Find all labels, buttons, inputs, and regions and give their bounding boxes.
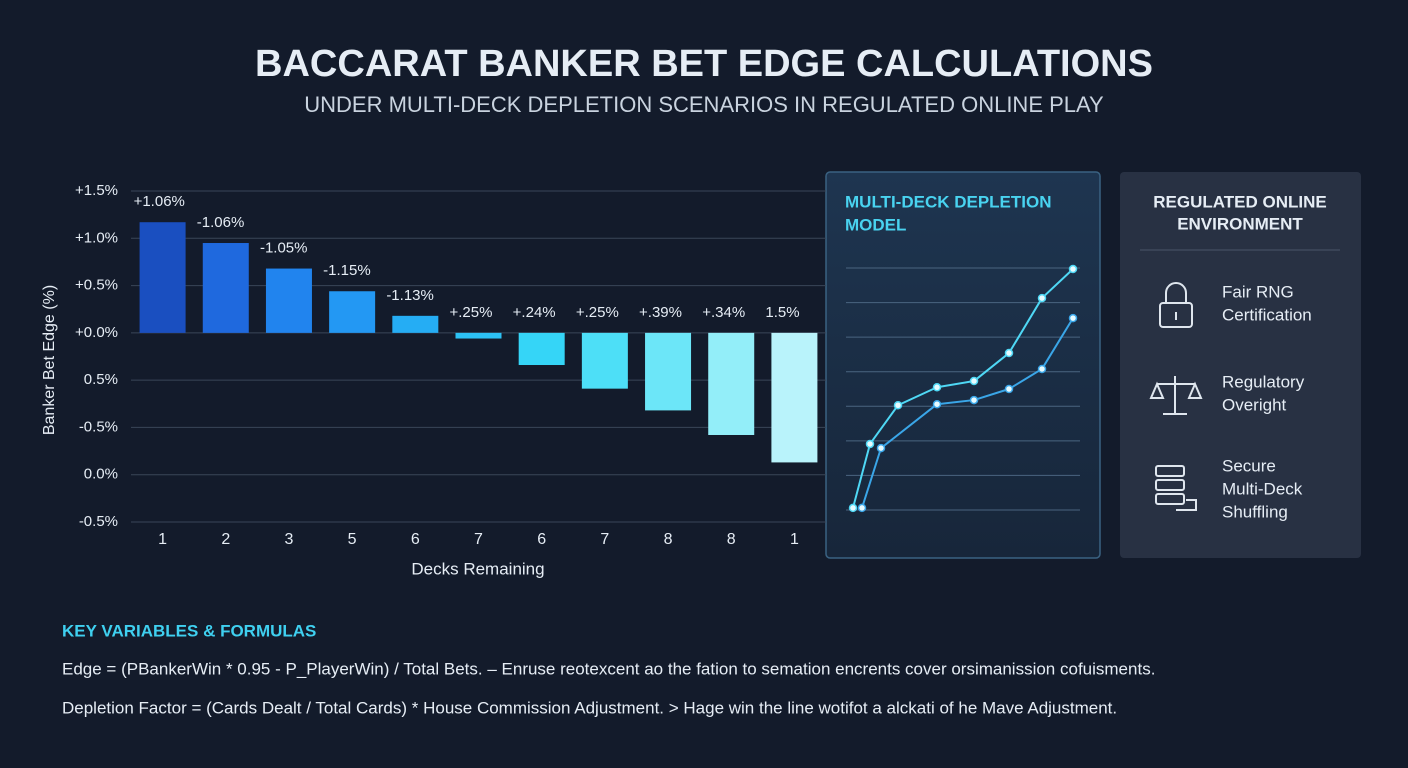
x-axis-label: Decks Remaining [411,559,544,578]
environment-panel [1120,172,1361,558]
server-icon [1155,479,1185,491]
panel-title: REGULATED ONLINE [1153,192,1326,211]
server-icon [1176,499,1197,511]
data-label: +.25% [576,304,619,321]
y-tick-label: -0.5% [79,418,118,435]
formula: Depletion Factor = (Cards Dealt / Total … [62,698,1117,717]
x-tick-label: 6 [537,531,546,548]
data-label: +.24% [513,304,556,321]
point [893,400,903,410]
server-icon [1155,465,1185,477]
data-label: +.34% [702,304,745,321]
lock-icon [1159,302,1193,328]
x-tick-label: 6 [411,531,420,548]
environment-item: Secure [1222,456,1276,475]
x-tick-label: 7 [600,531,609,548]
formulas-title: KEY VARIABLES & FORMULAS [62,621,316,640]
point [876,443,886,453]
panel-title: MODEL [845,215,906,234]
environment-item: Regulatory [1222,372,1305,391]
y-tick-label: +0.5% [75,277,118,294]
title: BACCARAT BANKER BET EDGE CALCULATIONS [255,43,1153,85]
point [848,503,858,513]
point [1004,348,1014,358]
subtitle: UNDER MULTI-DECK DEPLETION SCENARIOS IN … [304,92,1104,117]
bar [392,315,439,333]
environment-item: Overight [1222,395,1287,414]
x-tick-label: 1 [790,531,799,548]
point [1004,384,1014,394]
bar [645,332,692,411]
bar [708,332,755,435]
icons [1149,282,1203,511]
point [1037,364,1047,374]
panel-title: MULTI-DECK DEPLETION [845,192,1052,211]
scale-icon [1149,376,1203,415]
y-tick-label: +0.0% [75,324,118,341]
x-tick-label: 5 [348,531,357,548]
data-label: +.25% [450,304,493,321]
data-label: -1.06% [197,214,245,231]
environment-item: Fair RNG [1222,282,1294,301]
y-axis-label: Banker Bet Edge (%) [41,285,58,435]
point [1068,264,1078,274]
bar [581,332,628,389]
point [1068,313,1078,323]
bar [202,243,249,333]
data-label: +1.06% [134,193,185,210]
y-tick-label: 0.0% [84,466,118,483]
data-label: +.39% [639,304,682,321]
environment-item: Certification [1222,305,1312,324]
formula: Edge = (PBankerWin * 0.95 - P_PlayerWin)… [62,659,1155,678]
environment-item: Multi-Deck [1222,479,1303,498]
y-tick-label: 0.5% [84,371,118,388]
x-tick-label: 3 [285,531,294,548]
panel-title: ENVIRONMENT [1177,214,1303,233]
x-tick-label: 8 [727,531,736,548]
bar [265,268,312,333]
environment-item: Shuffling [1222,502,1288,521]
lock-icon [1165,282,1187,303]
y-tick-label: +1.5% [75,182,118,199]
data-label: -1.15% [323,262,371,279]
x-tick-label: 7 [474,531,483,548]
x-tick-label: 1 [158,531,167,548]
point [969,395,979,405]
x-tick-label: 2 [221,531,230,548]
server-icon [1155,493,1185,505]
x-tick-label: 8 [664,531,673,548]
data-label: -1.13% [386,287,434,304]
bar [329,291,376,333]
bar [139,222,186,333]
y-tick-label: -0.5% [79,513,118,530]
line [852,268,1074,509]
point [932,399,942,409]
point [1037,293,1047,303]
y-tick-label: +1.0% [75,229,118,246]
point [969,376,979,386]
point [932,383,942,392]
data-label: 1.5% [765,304,799,321]
bar [518,332,565,366]
point [857,503,867,513]
data-label: -1.05% [260,240,308,257]
point [865,439,875,449]
bar [455,332,502,339]
bar [771,332,818,463]
